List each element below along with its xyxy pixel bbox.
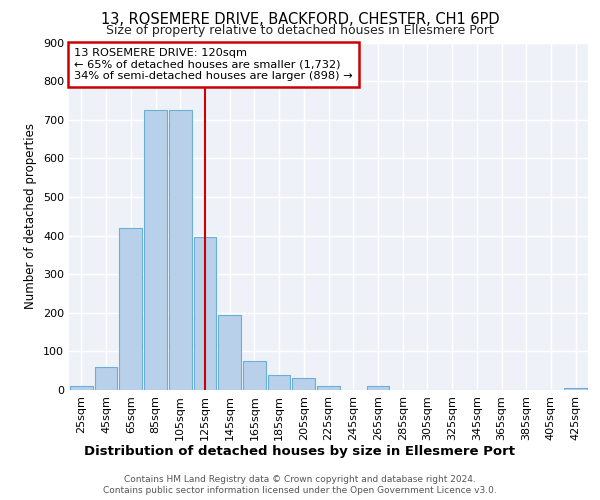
Bar — [169, 110, 191, 390]
Text: 13, ROSEMERE DRIVE, BACKFORD, CHESTER, CH1 6PD: 13, ROSEMERE DRIVE, BACKFORD, CHESTER, C… — [101, 12, 499, 28]
Bar — [243, 361, 266, 390]
Bar — [70, 386, 93, 390]
Bar — [144, 110, 167, 390]
Text: Contains HM Land Registry data © Crown copyright and database right 2024.: Contains HM Land Registry data © Crown c… — [124, 475, 476, 484]
Text: 13 ROSEMERE DRIVE: 120sqm
← 65% of detached houses are smaller (1,732)
34% of se: 13 ROSEMERE DRIVE: 120sqm ← 65% of detac… — [74, 48, 353, 81]
Bar — [564, 388, 587, 390]
Bar — [292, 378, 315, 390]
Text: Size of property relative to detached houses in Ellesmere Port: Size of property relative to detached ho… — [106, 24, 494, 37]
Bar — [95, 367, 118, 390]
Bar — [194, 238, 216, 390]
Y-axis label: Number of detached properties: Number of detached properties — [25, 123, 37, 309]
Bar — [268, 374, 290, 390]
Bar — [119, 228, 142, 390]
Text: Distribution of detached houses by size in Ellesmere Port: Distribution of detached houses by size … — [85, 444, 515, 458]
Bar — [317, 386, 340, 390]
Bar — [218, 314, 241, 390]
Text: Contains public sector information licensed under the Open Government Licence v3: Contains public sector information licen… — [103, 486, 497, 495]
Bar — [367, 386, 389, 390]
